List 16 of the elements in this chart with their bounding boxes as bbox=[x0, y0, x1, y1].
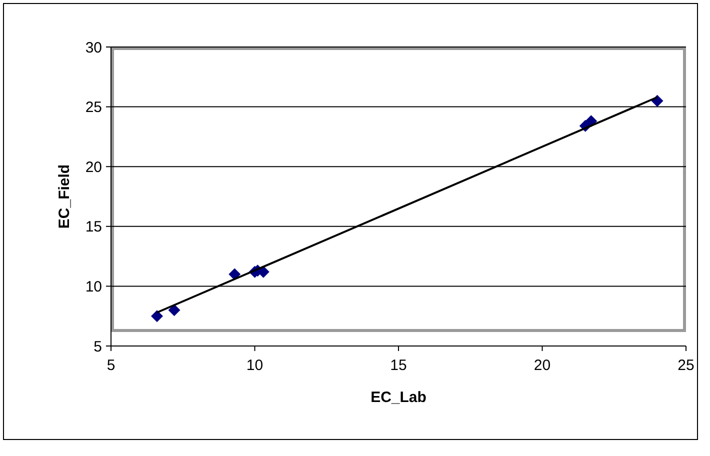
y-tick-label: 30 bbox=[85, 39, 102, 56]
x-tick-label: 15 bbox=[390, 357, 407, 374]
x-tick-label: 10 bbox=[246, 357, 264, 374]
y-tick-label: 25 bbox=[85, 99, 102, 116]
y-tick-label: 10 bbox=[85, 278, 102, 296]
point bbox=[151, 310, 163, 322]
y-tick-label: 20 bbox=[85, 158, 102, 176]
y-tick-label: 15 bbox=[85, 218, 102, 236]
x-axis-title: EC_Lab bbox=[370, 389, 426, 406]
point bbox=[228, 268, 241, 280]
y-axis-title: EC_Field bbox=[56, 164, 73, 229]
x-tick-label: 25 bbox=[678, 357, 694, 374]
y-tick-label: 5 bbox=[94, 338, 102, 356]
x-tick-label: 20 bbox=[534, 357, 551, 374]
x-tick-label: 5 bbox=[106, 357, 116, 374]
point bbox=[168, 304, 180, 316]
